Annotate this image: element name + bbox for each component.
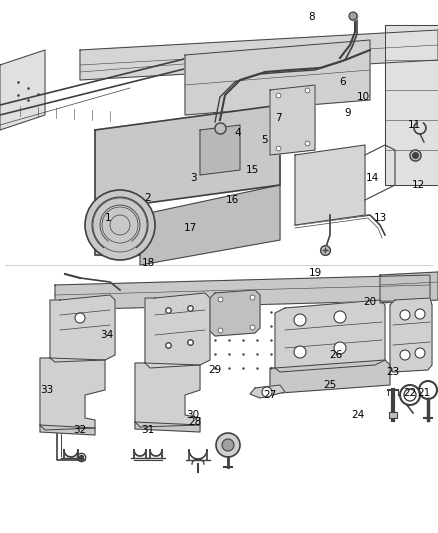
Text: 30: 30 bbox=[187, 410, 200, 420]
Text: 2: 2 bbox=[145, 193, 151, 203]
Polygon shape bbox=[140, 185, 280, 265]
Polygon shape bbox=[80, 30, 438, 80]
Circle shape bbox=[216, 433, 240, 457]
Polygon shape bbox=[145, 293, 210, 368]
Text: 1: 1 bbox=[105, 213, 111, 223]
Polygon shape bbox=[95, 105, 280, 210]
Text: 13: 13 bbox=[373, 213, 387, 223]
Circle shape bbox=[400, 350, 410, 360]
Text: 28: 28 bbox=[188, 417, 201, 427]
Text: 31: 31 bbox=[141, 425, 155, 435]
Polygon shape bbox=[380, 272, 438, 303]
Polygon shape bbox=[95, 210, 140, 255]
Polygon shape bbox=[390, 298, 432, 372]
Text: 11: 11 bbox=[407, 120, 420, 130]
Circle shape bbox=[400, 310, 410, 320]
Polygon shape bbox=[40, 425, 95, 435]
Text: 19: 19 bbox=[308, 268, 321, 278]
Polygon shape bbox=[135, 363, 200, 427]
Polygon shape bbox=[135, 422, 200, 432]
Polygon shape bbox=[40, 358, 105, 430]
Text: 8: 8 bbox=[309, 12, 315, 22]
Polygon shape bbox=[295, 145, 365, 225]
Text: 15: 15 bbox=[245, 165, 258, 175]
Circle shape bbox=[222, 439, 234, 451]
Text: 26: 26 bbox=[329, 350, 343, 360]
Text: 14: 14 bbox=[365, 173, 378, 183]
Bar bbox=[389, 412, 397, 418]
Circle shape bbox=[262, 387, 272, 397]
Text: 4: 4 bbox=[235, 128, 241, 138]
Text: 16: 16 bbox=[226, 195, 239, 205]
Text: 5: 5 bbox=[261, 135, 267, 145]
Text: 29: 29 bbox=[208, 365, 222, 375]
Circle shape bbox=[85, 190, 155, 260]
Text: 7: 7 bbox=[275, 113, 281, 123]
Polygon shape bbox=[200, 125, 240, 175]
Text: 6: 6 bbox=[340, 77, 346, 87]
Text: 3: 3 bbox=[190, 173, 196, 183]
Text: 20: 20 bbox=[364, 297, 377, 307]
Text: 32: 32 bbox=[74, 425, 87, 435]
Circle shape bbox=[334, 311, 346, 323]
Polygon shape bbox=[270, 360, 390, 393]
Text: 23: 23 bbox=[386, 367, 399, 377]
Text: 12: 12 bbox=[411, 180, 424, 190]
Circle shape bbox=[294, 314, 306, 326]
Text: 24: 24 bbox=[351, 410, 364, 420]
Polygon shape bbox=[0, 50, 45, 130]
Polygon shape bbox=[50, 295, 115, 362]
Circle shape bbox=[294, 346, 306, 358]
Text: 25: 25 bbox=[323, 380, 337, 390]
Polygon shape bbox=[185, 40, 370, 115]
Polygon shape bbox=[275, 300, 385, 372]
Polygon shape bbox=[385, 25, 438, 185]
Circle shape bbox=[415, 309, 425, 319]
Circle shape bbox=[75, 313, 85, 323]
Text: 34: 34 bbox=[100, 330, 113, 340]
Text: 27: 27 bbox=[263, 390, 277, 400]
Circle shape bbox=[334, 342, 346, 354]
Polygon shape bbox=[55, 275, 430, 310]
Text: 10: 10 bbox=[357, 92, 370, 102]
Text: 33: 33 bbox=[40, 385, 53, 395]
Text: 18: 18 bbox=[141, 258, 155, 268]
Polygon shape bbox=[210, 290, 260, 336]
Polygon shape bbox=[250, 385, 285, 398]
Polygon shape bbox=[270, 85, 315, 155]
Text: 21: 21 bbox=[417, 388, 431, 398]
Circle shape bbox=[415, 348, 425, 358]
Text: 22: 22 bbox=[403, 388, 417, 398]
Text: 17: 17 bbox=[184, 223, 197, 233]
Text: 9: 9 bbox=[345, 108, 351, 118]
